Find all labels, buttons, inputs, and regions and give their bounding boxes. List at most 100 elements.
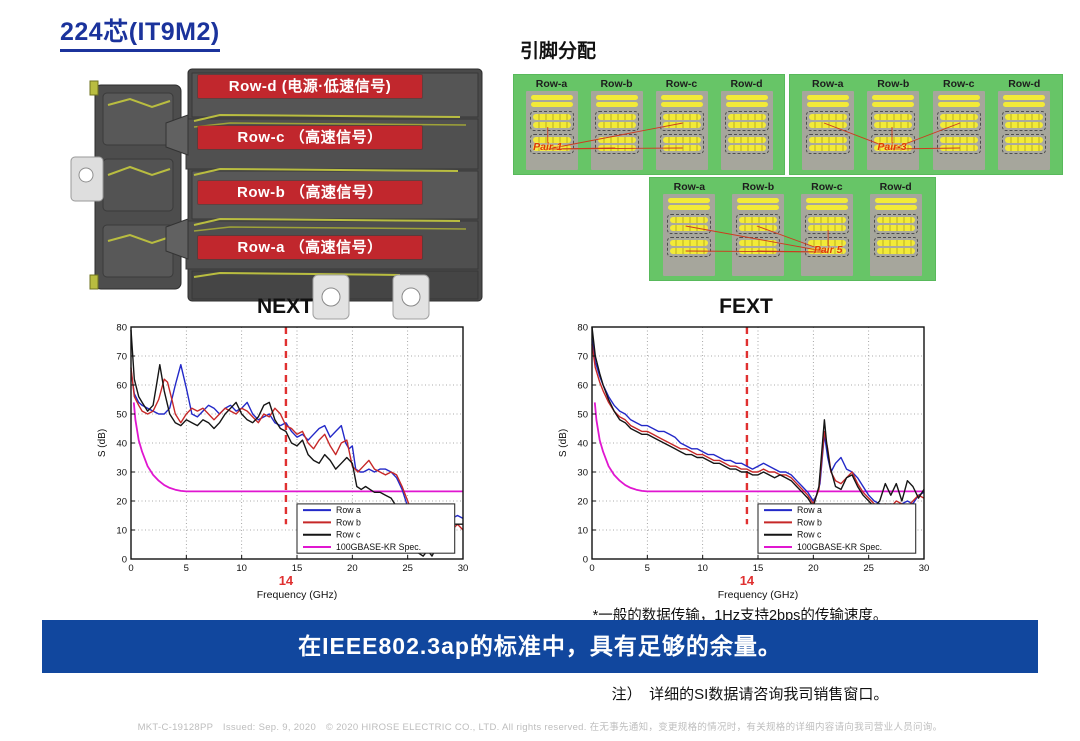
pin-column: Row-d (996, 77, 1052, 170)
pin-column: Row-c (799, 180, 855, 276)
pin-panel-pair1: Row-a Row-b Row-c Row-d Pair-1 (513, 74, 785, 175)
footer-copyright: MKT-C-19128PP Issued: Sep. 9, 2020 © 202… (137, 722, 943, 733)
svg-text:30: 30 (116, 468, 127, 479)
page-title: 224芯(IT9M2) (60, 12, 220, 52)
pin-column-label: Row-c (943, 78, 975, 90)
diff-pair-box (667, 214, 712, 234)
pin-column-label: Row-a (673, 181, 706, 193)
pin-column: Row-b (865, 77, 921, 170)
pin-strip (932, 91, 985, 170)
svg-text:25: 25 (863, 563, 874, 574)
diff-pair-box (659, 111, 704, 131)
pin-column-label: Row-c (811, 181, 843, 193)
pin-column-label: Row-a (535, 78, 568, 90)
pin-strip (867, 91, 920, 170)
solid-pin-pair (667, 197, 711, 211)
row-d-label: Row-d (电源·低速信号) (198, 75, 422, 98)
pair-label: Pair-3 (877, 141, 907, 153)
next-chart-plot: 0 5 10 15 20 25 30 0 10 20 30 40 50 60 70 80 14Frequency… (97, 323, 469, 602)
svg-text:20: 20 (347, 563, 358, 574)
next-chart: NEXT 0 5 10 15 20 25 30 0 10 20 30 40 50 60 70 80 14 Freq… (95, 295, 475, 603)
pin-strip (590, 91, 643, 170)
diff-pair-box (804, 214, 849, 234)
svg-text:0: 0 (589, 563, 594, 574)
svg-text:10: 10 (697, 563, 708, 574)
diff-pair-box (659, 134, 704, 154)
solid-pin-pair (725, 94, 769, 108)
svg-text:Row a: Row a (336, 505, 361, 515)
pair-label: Pair 5 (813, 244, 843, 256)
pin-column-label: Row-d (1008, 78, 1041, 90)
pin-assignment-heading: 引脚分配 (520, 41, 597, 62)
connector-illustration: Row-d (电源·低速信号) Row-c （高速信号） Row-b （高速信号… (70, 63, 490, 321)
svg-text:14: 14 (740, 573, 755, 588)
svg-text:30: 30 (919, 563, 930, 574)
svg-text:50: 50 (577, 410, 588, 421)
pin-column: Row-a (800, 77, 856, 170)
svg-text:Row c: Row c (797, 530, 822, 540)
svg-text:60: 60 (577, 381, 588, 392)
pin-strip (655, 91, 708, 170)
pin-strip (800, 194, 853, 276)
pin-strip (732, 194, 785, 276)
svg-text:60: 60 (116, 381, 127, 392)
pin-column-label: Row-c (665, 78, 698, 90)
svg-text:10: 10 (577, 526, 588, 537)
diff-pair-box (736, 214, 781, 234)
si-note: 注） 详细的SI数据请咨询我司销售窗口。 (611, 686, 889, 703)
svg-text:Frequency (GHz): Frequency (GHz) (718, 589, 799, 601)
pin-strip (525, 91, 578, 170)
svg-text:70: 70 (116, 352, 127, 363)
conclusion-banner: 在IEEE802.3ap的标准中，具有足够的余量。 (42, 620, 1038, 673)
fext-chart-title: FEXT (719, 295, 773, 318)
row-b-label: Row-b （高速信号） (198, 181, 422, 204)
diff-pair-box (1002, 111, 1047, 131)
solid-pin-pair (530, 94, 574, 108)
pin-column: Row-b (730, 180, 786, 276)
pin-column: Row-b (589, 77, 645, 170)
pin-column: Row-c (931, 77, 987, 170)
pin-column-label: Row-b (877, 78, 910, 90)
svg-text:Row b: Row b (797, 517, 822, 527)
svg-text:30: 30 (458, 563, 469, 574)
diff-pair-box (936, 111, 981, 131)
solid-pin-pair (805, 197, 849, 211)
svg-text:100GBASE-KR Spec.: 100GBASE-KR Spec. (336, 542, 421, 552)
solid-pin-pair (871, 94, 915, 108)
pin-strip (869, 194, 922, 276)
svg-text:70: 70 (577, 352, 588, 363)
diff-pair-box (805, 134, 850, 154)
diff-pair-box (736, 237, 781, 257)
pin-strip (801, 91, 854, 170)
svg-text:Row a: Row a (797, 505, 822, 515)
pin-column-label: Row-b (742, 181, 775, 193)
svg-text:15: 15 (753, 563, 764, 574)
diff-pair-box (529, 111, 574, 131)
svg-text:5: 5 (645, 563, 650, 574)
solid-pin-pair (937, 94, 981, 108)
diff-pair-box (594, 111, 639, 131)
solid-pin-pair (595, 94, 639, 108)
svg-text:80: 80 (116, 323, 127, 334)
svg-text:20: 20 (116, 497, 127, 508)
svg-text:40: 40 (577, 439, 588, 450)
pin-column-label: Row-b (600, 78, 633, 90)
solid-pin-pair (874, 197, 918, 211)
solid-pin-pair (806, 94, 850, 108)
fext-chart: FEXT 0 5 10 15 20 25 30 0 10 20 30 40 50 60 70 80 14 Freq… (556, 295, 936, 603)
diff-pair-box (871, 111, 916, 131)
fext-chart-plot: 0 5 10 15 20 25 30 0 10 20 30 40 50 60 70 80 14Frequency… (558, 323, 930, 602)
next-chart-title: NEXT (256, 295, 313, 318)
diff-pair-box (667, 237, 712, 257)
pin-column-label: Row-d (730, 78, 763, 90)
svg-text:0: 0 (583, 555, 588, 566)
svg-text:14: 14 (279, 573, 294, 588)
svg-text:100GBASE-KR Spec.: 100GBASE-KR Spec. (797, 542, 882, 552)
solid-pin-pair (1002, 94, 1046, 108)
pin-column: Row-a (661, 180, 717, 276)
svg-text:S (dB): S (dB) (558, 429, 569, 457)
svg-text:5: 5 (184, 563, 189, 574)
pin-strip (663, 194, 716, 276)
pin-column: Row-a (524, 77, 580, 170)
